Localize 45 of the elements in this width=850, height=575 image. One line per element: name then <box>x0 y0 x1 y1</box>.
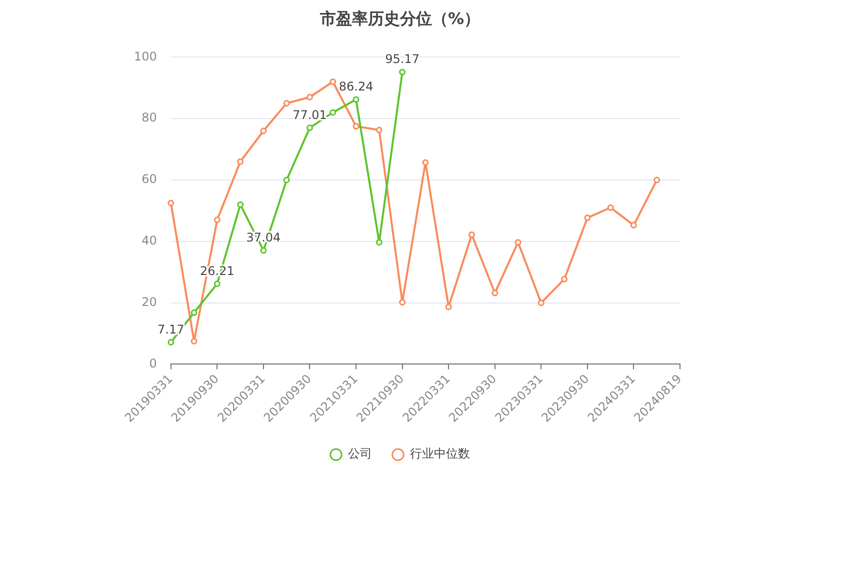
point <box>630 222 637 228</box>
data-label: 77.01 <box>292 108 327 122</box>
point <box>492 290 498 296</box>
legend-label: 行业中位数 <box>410 446 470 461</box>
point <box>330 109 336 116</box>
point <box>584 214 591 222</box>
point <box>214 280 220 288</box>
y-tick-label: 20 <box>142 294 157 309</box>
point <box>306 94 313 100</box>
y-tick-label: 60 <box>142 172 157 186</box>
point <box>330 78 336 86</box>
chart-title: 市盈率历史分位（%） <box>318 8 480 28</box>
point <box>260 247 267 254</box>
point <box>237 201 244 208</box>
y-tick-label: 0 <box>149 356 157 370</box>
point <box>654 176 660 184</box>
point <box>445 304 452 310</box>
point <box>168 338 174 346</box>
point <box>190 309 198 316</box>
point <box>260 128 267 134</box>
data-label: 86.24 <box>338 80 374 94</box>
point <box>237 158 244 165</box>
point <box>399 298 406 306</box>
point <box>168 200 174 206</box>
point <box>422 159 429 166</box>
point <box>607 204 614 211</box>
point <box>376 126 382 134</box>
point <box>538 300 544 306</box>
point <box>214 216 220 224</box>
data-label: 95.17 <box>385 52 420 66</box>
point <box>376 239 382 246</box>
y-tick-label: 100 <box>134 49 157 64</box>
point <box>306 124 313 132</box>
point <box>190 338 198 344</box>
point <box>283 176 290 184</box>
point <box>352 96 360 103</box>
point <box>561 276 568 282</box>
legend-label: 公司 <box>348 446 372 461</box>
point <box>468 231 475 238</box>
y-tick-label: 80 <box>142 110 157 125</box>
point <box>399 68 406 76</box>
point <box>352 123 360 130</box>
y-tick-label: 40 <box>142 234 157 248</box>
point <box>283 100 290 107</box>
point <box>514 239 522 246</box>
